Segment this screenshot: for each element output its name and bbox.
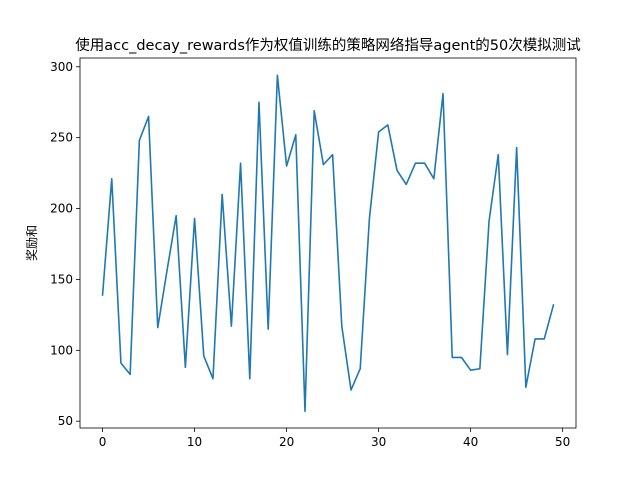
- chart-title: 使用acc_decay_rewards作为权值训练的策略网络指导agent的50…: [75, 37, 581, 54]
- y-axis-label: 奖励和: [25, 225, 39, 261]
- y-tick-label: 100: [50, 343, 73, 357]
- y-tick-label: 250: [50, 131, 73, 145]
- x-tick-label: 30: [371, 435, 386, 449]
- x-tick-label: 20: [279, 435, 294, 449]
- y-tick-label: 200: [50, 202, 73, 216]
- plot-area: [80, 58, 576, 428]
- plot-frame: [79, 57, 577, 429]
- y-tick-label: 150: [50, 272, 73, 286]
- y-tick-label: 300: [50, 60, 73, 74]
- series-line: [101, 74, 555, 413]
- x-tick-label: 10: [187, 435, 202, 449]
- x-axis: 0 10 20 30 40 50: [99, 428, 570, 449]
- series-layer: [101, 74, 555, 413]
- x-tick-label: 40: [463, 435, 478, 449]
- x-tick-label: 50: [555, 435, 570, 449]
- y-tick-label: 50: [58, 414, 73, 428]
- x-tick-label: 0: [99, 435, 107, 449]
- y-axis: 50 100 150 200 250 300: [50, 60, 80, 428]
